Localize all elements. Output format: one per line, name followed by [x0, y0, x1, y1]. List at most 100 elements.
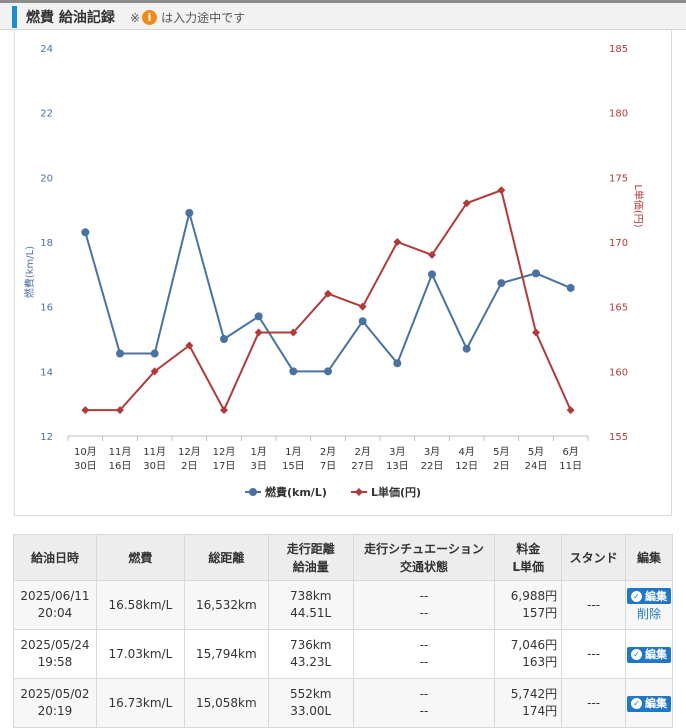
page-title: 燃費 給油記録 [26, 10, 115, 26]
cell-edit: ✓ 編集 [624, 629, 674, 679]
edit-button-label: 編集 [644, 697, 667, 711]
cell-total-distance: 15,058km [183, 678, 269, 728]
y-right-tick-label: 180 [609, 109, 628, 120]
note-prefix: ※ [130, 10, 141, 25]
x-tick-label-day: 30日 [74, 461, 97, 472]
section-header: 燃費 給油記録 ※ i は入力途中です [0, 3, 686, 30]
cell-situation: -- -- [352, 678, 496, 728]
delete-link[interactable]: 削除 [636, 607, 661, 622]
cell-datetime: 2025/06/11 20:04 [13, 580, 97, 630]
x-tick-label-month: 11月 [143, 446, 166, 458]
x-tick-label-day: 3日 [250, 461, 266, 472]
fuel-efficiency-point [462, 344, 471, 353]
cell-stand-line: --- [587, 597, 601, 612]
edit-button[interactable]: ✓ 編集 [626, 695, 671, 712]
unit-price-point [428, 250, 436, 259]
check-icon: ✓ [630, 590, 642, 602]
legend-label: L単価(円) [371, 485, 421, 499]
x-tick-label-day: 11日 [559, 461, 582, 472]
table-header-row: 給油日時 燃費 総距離 走行距離 給油量 走行シチュエーション 交通状態 料金 L単価 スタンド編… [13, 534, 674, 581]
top-border [0, 0, 686, 3]
cell-situation-line: -- [419, 655, 429, 669]
unit-price-point [462, 199, 471, 208]
cell-price-line: 7,046円 [510, 638, 558, 652]
column-header-line: 給油日時 [30, 550, 79, 565]
fuel-efficiency-point [566, 283, 575, 292]
y-right-tick-label: 160 [609, 367, 628, 378]
column-header-line: 総距離 [208, 550, 245, 565]
column-header-line: 燃費 [128, 550, 153, 565]
cell-edit: ✓ 編集 [624, 678, 674, 728]
x-tick-label-month: 2月 [320, 446, 336, 458]
cell-datetime-line: 2025/05/02 [20, 687, 90, 701]
column-header: 給油日時 [13, 534, 97, 581]
x-tick-label-day: 15日 [282, 461, 305, 472]
check-icon: ✓ [630, 649, 642, 661]
cell-situation-line: -- [419, 589, 429, 603]
column-header: 総距離 [183, 534, 269, 581]
cell-stand: --- [561, 678, 626, 728]
y-right-tick-label: 175 [609, 173, 628, 184]
cell-stand: --- [561, 580, 626, 630]
y-left-tick-label: 18 [40, 238, 53, 249]
edit-button[interactable]: ✓ 編集 [626, 588, 671, 605]
cell-distance-amount-line: 33.00L [290, 704, 332, 718]
x-tick-label-day: 17日 [213, 461, 236, 472]
cell-price-line: 6,988円 [510, 589, 558, 603]
fuel-efficiency-point [185, 208, 194, 217]
fuel-efficiency-point [289, 367, 298, 376]
cell-situation: -- -- [352, 580, 496, 630]
unit-price-point [150, 367, 159, 376]
cell-datetime-line: 19:58 [37, 655, 73, 669]
y-left-tick-label: 16 [40, 303, 53, 314]
x-tick-label-day: 27日 [351, 461, 374, 472]
x-tick-label-month: 10月 [74, 446, 97, 458]
x-tick-label-month: 11月 [109, 446, 132, 458]
fuel-chart: 10月 30日 11月 16日 11月 30日 12月 2日 12月 17日 1月 3日 1月 15日 2月… [23, 44, 645, 499]
y-left-tick-label: 20 [40, 173, 53, 184]
y-left-tick-label: 22 [40, 109, 53, 120]
cell-distance-amount: 552km 33.00L [267, 678, 354, 728]
cell-datetime: 2025/05/02 20:19 [13, 678, 97, 728]
cell-price: 6,988円 157円 [494, 580, 563, 630]
y-right-tick-label: 165 [609, 303, 628, 314]
column-header: スタンド [561, 534, 626, 581]
unit-price-point [220, 406, 228, 415]
cell-total-distance: 15,794km [183, 629, 269, 679]
cell-fuel-efficiency: 16.73km/L [95, 678, 185, 728]
fuel-efficiency-point [324, 367, 332, 376]
unit-price-point [497, 186, 506, 195]
unit-price-line [85, 188, 572, 413]
unit-price-point [393, 238, 402, 246]
x-tick-label-month: 1月 [250, 446, 266, 458]
column-header-line: 料金 [516, 541, 541, 556]
cell-situation-line: -- [419, 687, 429, 701]
cell-situation-line: -- [419, 606, 429, 620]
legend-label: 燃費(km/L) [264, 485, 327, 499]
x-tick-label-month: 3月 [424, 446, 440, 458]
cell-distance-amount: 738km 44.51L [267, 580, 354, 630]
y-right-tick-label: 155 [609, 432, 628, 443]
unit-price-point [185, 341, 194, 350]
x-tick-label-day: 16日 [109, 461, 132, 472]
cell-stand: --- [561, 629, 626, 679]
column-header-line: 交通状態 [399, 559, 448, 574]
header-accent-bar [12, 6, 17, 28]
column-header-line: 走行シチュエーション [364, 541, 484, 556]
cell-price-line: 174円 [522, 704, 558, 718]
x-tick-label-month: 6月 [562, 446, 578, 458]
cell-price-line: 157円 [522, 606, 558, 620]
cell-datetime-line: 20:04 [37, 606, 73, 620]
column-header-line: 編集 [636, 550, 661, 565]
cell-fuel-efficiency: 17.03km/L [95, 629, 185, 679]
draft-note: ※ i は入力途中です [130, 9, 245, 26]
x-tick-label-month: 1月 [285, 446, 301, 458]
cell-fuel-efficiency-line: 17.03km/L [108, 646, 173, 661]
cell-price-line: 163円 [522, 655, 558, 669]
cell-datetime-line: 2025/05/24 [20, 638, 90, 652]
fuel-efficiency-point [428, 270, 436, 279]
cell-distance-amount: 736km 43.23L [267, 629, 354, 679]
fuel-log-table: 給油日時 燃費 総距離 走行距離 給油量 走行シチュエーション 交通状態 料金 L単価 スタンド編… [13, 534, 674, 728]
edit-button[interactable]: ✓ 編集 [626, 646, 671, 663]
y-right-axis-title: L単価(円) [632, 184, 645, 227]
